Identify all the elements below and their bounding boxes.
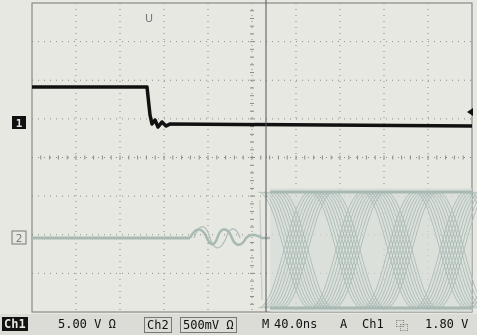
eye-trace (272, 191, 326, 309)
trigger-level: 1.80 V (425, 317, 469, 331)
eye-trace (321, 191, 375, 309)
eye-trace (318, 191, 372, 309)
ch2-waveform (32, 199, 270, 301)
eye-trace (419, 191, 473, 309)
eye-trace (281, 191, 335, 309)
eye-trace (333, 191, 387, 309)
eye-trace (361, 191, 415, 309)
eye-trace (468, 191, 477, 199)
ch2-scale: 500mV Ω (180, 317, 237, 333)
eye-trace (312, 191, 366, 309)
eye-trace (434, 200, 477, 309)
trigger-slope-icon: ⿻ (396, 319, 409, 333)
eye-trace (468, 301, 477, 309)
eye-trace (309, 191, 363, 309)
eye-trace (465, 191, 477, 205)
eye-trace (327, 191, 381, 309)
eye-trace (257, 191, 311, 309)
eye-trace (364, 191, 418, 309)
eye-trace (324, 191, 378, 309)
ch2-label[interactable]: Ch2 (144, 317, 172, 333)
ch1-waveform (32, 85, 473, 129)
trigger-source: Ch1 (362, 317, 384, 331)
eye-trace (416, 191, 470, 309)
ch1-marker-label: 1 (16, 117, 23, 130)
eye-trace (260, 191, 314, 309)
ch2-eye-pattern (257, 188, 477, 312)
ch1-scale: 5.00 V Ω (58, 317, 116, 331)
eye-trace (385, 191, 439, 309)
eye-trace (269, 191, 323, 309)
eye-trace (376, 191, 430, 309)
eye-trace (425, 191, 477, 309)
eye-trace (315, 191, 369, 309)
eye-trace (428, 193, 477, 309)
timebase-label[interactable]: M (262, 317, 270, 331)
ch2-marker-label: 2 (16, 232, 23, 245)
eye-trace (382, 191, 436, 309)
ch2-ground-marker[interactable]: 2 (11, 230, 27, 245)
trigger-mode[interactable]: A (340, 317, 348, 331)
eye-trace (465, 295, 477, 309)
eye-trace (422, 191, 476, 309)
eye-trace (379, 191, 433, 309)
ch1-ground-marker[interactable]: 1 (12, 116, 26, 130)
eye-trace (437, 206, 477, 309)
eye-trace (275, 191, 329, 309)
status-bar: Ch1 5.00 V Ω Ch2 500mV Ω M 40.0ns A Ch1 … (0, 314, 477, 335)
eye-trace (413, 191, 467, 309)
eye-trace (373, 191, 427, 309)
eye-trace (367, 191, 421, 309)
eye-trace (431, 196, 477, 309)
eye-trace (263, 191, 317, 309)
eye-trace (330, 191, 384, 309)
timebase-scale: 40.0ns (274, 317, 318, 331)
trigger-position-marker[interactable]: U (145, 12, 153, 25)
trigger-marker-label: U (145, 12, 153, 25)
eye-trace (266, 191, 320, 309)
eye-trace (370, 191, 424, 309)
ch1-label[interactable]: Ch1 (2, 317, 28, 331)
eye-trace (278, 191, 332, 309)
trigger-level-arrow-icon (467, 108, 473, 116)
